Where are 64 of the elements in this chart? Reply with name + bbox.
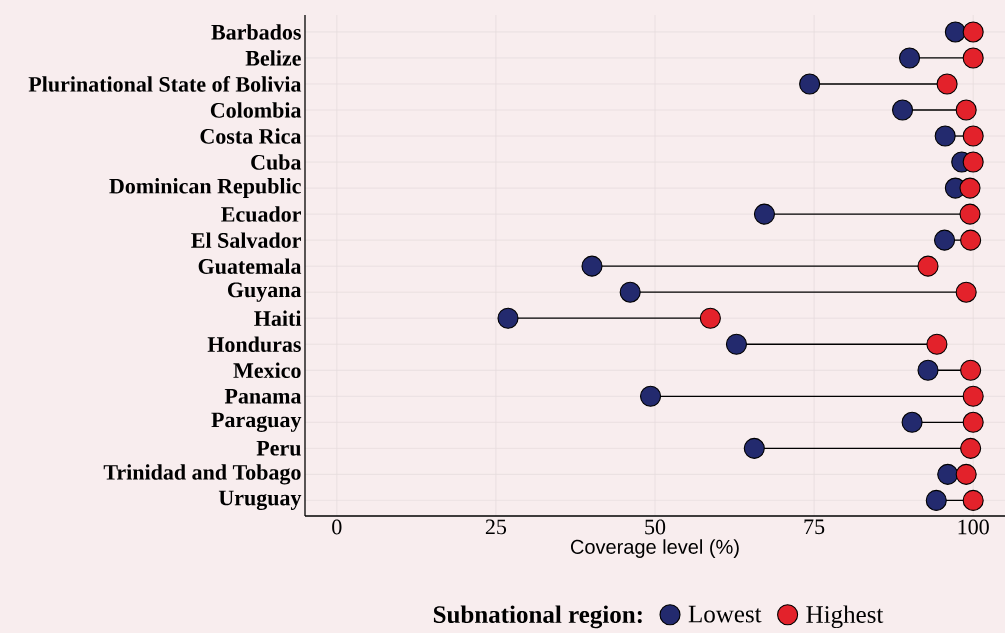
x-tick-label: 0 [332,519,342,535]
point [799,73,821,95]
point [959,177,981,199]
point [581,255,603,277]
y-tick-label: Haiti [254,310,302,326]
y-tick-label: Mexico [233,362,301,379]
point [962,151,984,173]
x-tick-label: 75 [804,519,825,535]
point [962,21,984,43]
y-tick-label: Belize [245,50,301,66]
point [944,21,966,43]
point [955,281,977,303]
point [619,281,641,303]
point [917,255,939,277]
point [955,99,977,121]
x-tick-label: 100 [958,519,989,535]
legend-title: Subnational region: [433,605,642,629]
legend-label: Lowest [688,605,762,623]
point [753,203,776,225]
y-tick-label: Plurinational State of Bolivia [28,76,302,92]
x-tick-label: 25 [485,519,507,535]
y-tick-label: Guatemala [198,258,302,274]
point [926,333,948,355]
legend-label: Highest [806,605,884,629]
point [937,463,959,485]
point [960,229,982,251]
y-tick-label: El Salvador [191,232,301,248]
y-tick-label: Cuba [251,154,302,170]
point [699,307,721,329]
point [959,203,981,225]
y-tick-label: Panama [224,388,302,404]
point [934,229,956,251]
point [962,125,984,147]
y-tick-label: Colombia [210,102,302,118]
point [925,489,947,511]
point [917,359,939,381]
y-tick-label: Trinidad and Tobago [103,464,301,485]
point [962,411,984,433]
y-tick-label: Paraguay [211,412,302,432]
point [962,489,984,511]
y-tick-label: Guyana [227,282,302,302]
point [934,125,956,147]
point [497,307,519,329]
y-tick-label: Dominican Republic [109,178,301,199]
point [962,385,984,407]
y-tick-label: Ecuador [221,206,301,222]
point [640,385,662,407]
x-axis-title: Coverage level (%) [570,539,739,558]
point [892,99,914,121]
y-tick-label: Barbados [211,24,301,40]
y-tick-label: Peru [256,441,301,456]
point [962,47,984,69]
point [901,411,923,433]
point [960,359,982,381]
point [960,437,982,459]
y-tick-label: Uruguay [218,490,302,511]
point [725,333,748,355]
y-tick-label: Honduras [207,336,301,352]
y-tick-label: Costa Rica [200,128,302,144]
point [955,463,977,485]
point [743,437,765,459]
x-tick-label: 50 [645,519,666,535]
point [899,47,921,69]
point [936,73,958,95]
